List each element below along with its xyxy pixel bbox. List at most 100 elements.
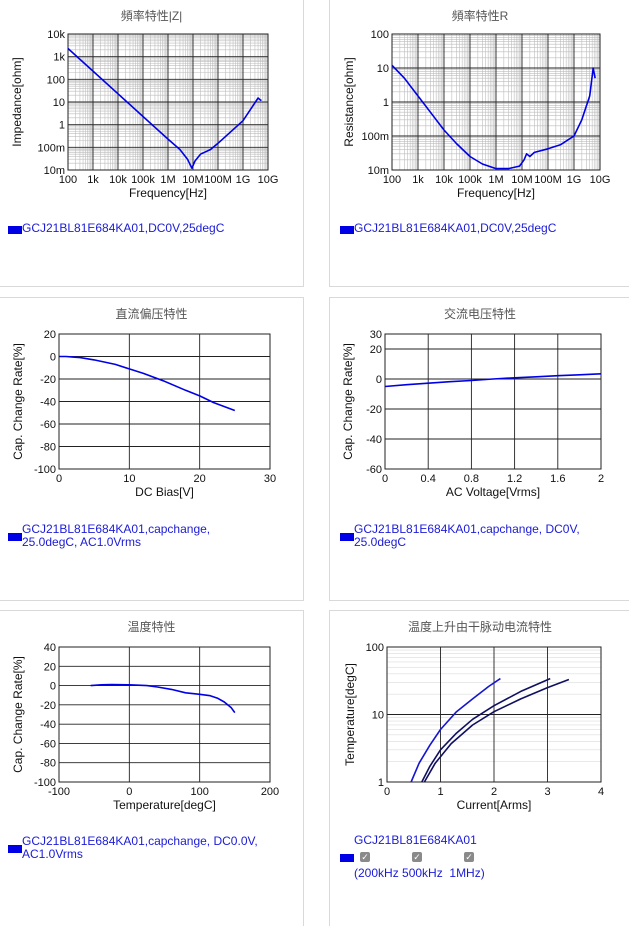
x-axis-label: AC Voltage[Vrms] (446, 485, 540, 499)
y-tick-label: 1 (383, 97, 389, 109)
legend-item-200khz: 200kHz (358, 866, 399, 880)
legend-line: GCJ21BL81E684KA01,capchange, (22, 522, 211, 536)
legend-line: 25.0degC (354, 535, 407, 549)
y-axis-label: Cap. Change Rate[%] (11, 343, 25, 460)
chart-title: 温度上升由干脉动电流特性 (407, 620, 552, 634)
x-axis-label: Current[Arms] (457, 798, 532, 812)
series-line (391, 64, 596, 170)
x-tick-label: 1k (87, 174, 99, 186)
chart-plot: 0 1 2 3 4110100Current[Arms]Temperature[degC… (343, 642, 604, 812)
x-tick-label: 10G (258, 174, 279, 186)
y-tick-label: 40 (44, 642, 56, 654)
x-tick-label: 10M (182, 174, 203, 186)
x-tick-label: 10k (435, 174, 453, 186)
legend-label: GCJ21BL81E684KA01,capchange, DC0V, 25.0d… (354, 523, 580, 549)
y-tick-label: -80 (40, 758, 56, 770)
x-tick-label: -100 (48, 786, 70, 798)
plot-frame (384, 333, 602, 470)
x-tick-label: 10 (123, 473, 135, 485)
x-axis-label: DC Bias[V] (135, 485, 194, 499)
y-tick-label: 0 (50, 681, 56, 693)
y-tick-label: -60 (40, 738, 56, 750)
chart-panel-resistance: 頻率特性R 100 1k 10k 100k 1M 10M 100M 1G 10G 10m 100m 1… (329, 0, 629, 287)
y-tick-label: 1 (59, 120, 65, 132)
x-tick-label: 100 (383, 174, 401, 186)
legend-items: (200kHz 500kHz 1MHz) (354, 866, 485, 880)
legend-line: 25.0degC, AC1.0Vrms (22, 535, 141, 549)
y-tick-label: 100m (37, 142, 65, 154)
checkbox-200khz[interactable]: ✓ (360, 852, 370, 862)
y-axis-label: Cap. Change Rate[%] (11, 656, 25, 773)
x-axis-label: Temperature[degC] (113, 798, 216, 812)
chart-title: 頻率特性|Z| (120, 9, 183, 23)
series-line (90, 683, 236, 714)
x-axis-label: Frequency[Hz] (129, 186, 207, 200)
x-tick-label: 200 (261, 786, 279, 798)
legend-swatch (8, 845, 22, 853)
x-tick-label: 1k (412, 174, 424, 186)
x-tick-label: 30 (264, 473, 276, 485)
plot-frame (58, 646, 271, 783)
checkbox-1mhz[interactable]: ✓ (464, 852, 474, 862)
x-tick-label: 1.6 (550, 473, 565, 485)
y-tick-label: 10 (372, 710, 384, 722)
x-tick-label: 0 (126, 786, 132, 798)
legend-line: GCJ21BL81E684KA01,capchange, DC0V, (354, 522, 580, 536)
x-tick-label: 0.8 (464, 473, 479, 485)
x-tick-label: 1.2 (507, 473, 522, 485)
chart-panel-impedance: 頻率特性|Z| 100 1k 10k 100k 1M 10M 100M 1G 10G 10m 100… (0, 0, 304, 287)
series-line (59, 355, 236, 412)
x-tick-label: 1M (488, 174, 503, 186)
x-tick-label: 1G (236, 174, 251, 186)
chart-panel-ripple-current: 温度上升由干脉动电流特性 0 1 2 3 4 1 10 100 Current[Arms] Tem… (329, 610, 629, 926)
legend-swatch (8, 226, 22, 234)
chart-title: 頻率特性R (451, 9, 509, 23)
legend-label: GCJ21BL81E684KA01,capchange, 25.0degC, A… (22, 523, 210, 549)
y-tick-label: 0 (376, 374, 382, 386)
chart-plot: -100 0 100 200 -100 -80 -60 -40 -20 0 20 40 Temperat… (11, 642, 279, 812)
y-tick-label: 10 (377, 63, 389, 75)
legend-swatch (340, 533, 354, 541)
y-tick-label: -60 (40, 419, 56, 431)
y-tick-label: -100 (34, 777, 56, 789)
y-tick-label: 20 (44, 329, 56, 341)
y-axis-label: Impedance[ohm] (10, 57, 24, 146)
series-line (67, 47, 262, 169)
chart-panel-ac-voltage: 交流电压特性 0 0.4 0.8 1.2 1.6 2 -60 -40 -20 0 20 30 AC Vo… (329, 297, 629, 601)
chart-panel-temperature: 温度特性 -100 0 100 200 -100 -80 -60 -40 -20 0 20 40 Tem… (0, 610, 304, 926)
y-axis-label: Cap. Change Rate[%] (341, 343, 355, 460)
legend-line: GCJ21BL81E684KA01,capchange, DC0.0V, (22, 834, 258, 848)
y-tick-label: 100 (47, 74, 65, 86)
y-tick-label: -80 (40, 442, 56, 454)
x-tick-label: 20 (194, 473, 206, 485)
x-axis-label: Frequency[Hz] (457, 186, 535, 200)
legend-label: GCJ21BL81E684KA01,capchange, DC0.0V, AC1… (22, 835, 258, 861)
chart-title: 直流偏压特性 (115, 307, 188, 321)
x-tick-label: 100M (204, 174, 232, 186)
x-tick-label: 0.4 (421, 473, 436, 485)
legend-item-1mhz: 1MHz (449, 866, 481, 880)
x-tick-label: 1M (160, 174, 175, 186)
x-tick-label: 0 (384, 786, 390, 798)
x-tick-label: 3 (544, 786, 550, 798)
x-tick-label: 0 (56, 473, 62, 485)
y-tick-label: 100m (361, 131, 389, 143)
x-tick-label: 100M (534, 174, 562, 186)
y-tick-label: -20 (40, 700, 56, 712)
y-tick-label: -40 (40, 719, 56, 731)
legend-swatch (340, 226, 354, 234)
y-tick-label: -100 (34, 464, 56, 476)
legend-swatch (8, 533, 22, 541)
legend-swatch (340, 854, 354, 862)
y-tick-label: 100 (366, 642, 384, 654)
plot-frame (386, 646, 602, 783)
y-tick-label: -20 (40, 374, 56, 386)
x-tick-label: 2 (598, 473, 604, 485)
plot-frame (58, 333, 271, 470)
plot-frame (67, 33, 269, 171)
x-tick-label: 1G (567, 174, 582, 186)
checkbox-500khz[interactable]: ✓ (412, 852, 422, 862)
x-tick-label: 10M (511, 174, 532, 186)
y-tick-label: 30 (370, 329, 382, 341)
